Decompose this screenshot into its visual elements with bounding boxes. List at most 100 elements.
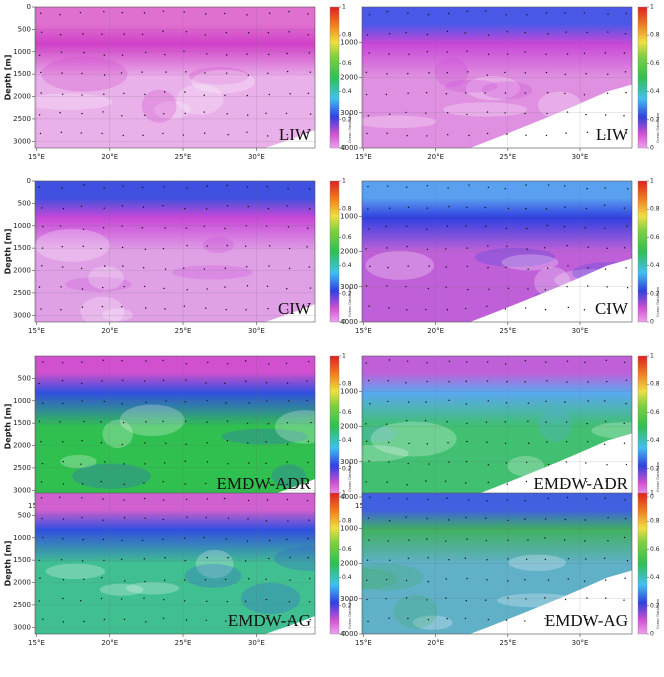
field-patch: [508, 554, 567, 571]
field-patch: [125, 582, 180, 595]
station-sample: [60, 286, 62, 288]
field-patch: [99, 583, 144, 596]
station-sample: [626, 188, 629, 190]
station-sample: [486, 132, 489, 135]
station-sample: [102, 519, 104, 521]
station-sample: [587, 381, 589, 383]
station-sample: [405, 597, 408, 599]
field-patch: [189, 67, 250, 85]
station-sample: [407, 72, 409, 75]
station-sample: [61, 72, 63, 74]
station-sample: [446, 225, 449, 227]
station-sample: [369, 403, 371, 405]
station-sample: [224, 94, 226, 96]
station-sample: [227, 463, 229, 465]
station-sample: [405, 186, 408, 188]
station-sample: [308, 52, 311, 54]
colorbar-tick-label: 1: [650, 490, 654, 497]
station-sample: [367, 379, 370, 382]
section-panel: 15°E 20°E 25°E 30°E 0 500 1000 1500 2000 2500 3000…: [4, 3, 353, 161]
x-tick-label: 25°E: [499, 153, 516, 161]
station-sample: [162, 617, 165, 619]
station-sample: [505, 462, 508, 464]
station-sample: [603, 204, 606, 206]
station-sample: [388, 207, 391, 209]
panel-label: EMDW-ADR: [217, 474, 312, 493]
field-patch: [271, 464, 306, 488]
station-sample: [486, 111, 489, 113]
station-sample: [547, 91, 549, 94]
station-sample: [223, 482, 226, 485]
station-sample: [564, 206, 566, 208]
station-sample: [307, 227, 309, 230]
station-sample: [586, 597, 588, 599]
station-sample: [585, 462, 587, 464]
station-sample: [121, 225, 123, 227]
station-sample: [485, 539, 488, 542]
station-sample: [307, 13, 309, 15]
field-patch: [102, 308, 133, 322]
station-sample: [385, 93, 388, 96]
station-sample: [407, 92, 409, 94]
section-panel: 15°E 20°E 25°E 30°E 0 500 1000 1500 2000 2500 3000…: [4, 177, 353, 335]
station-sample: [524, 112, 526, 115]
station-sample: [564, 401, 566, 403]
y-axis-label: Depth [m]: [4, 404, 13, 450]
station-sample: [145, 621, 147, 623]
seafloor-blank: [470, 433, 632, 497]
station-sample: [163, 579, 166, 582]
y-tick-label: 2000: [13, 267, 31, 275]
colorbar-tick-label: 0.2: [650, 602, 660, 609]
station-sample: [606, 464, 608, 466]
station-sample: [101, 576, 103, 579]
y-tick-label: 3000: [340, 458, 358, 466]
station-sample: [226, 440, 229, 442]
station-sample: [308, 601, 311, 603]
station-sample: [307, 482, 309, 485]
station-sample: [286, 498, 289, 501]
station-sample: [605, 597, 607, 599]
y-tick-label: 1000: [340, 212, 358, 220]
station-sample: [545, 134, 548, 137]
x-tick-label: 15°E: [28, 327, 45, 335]
station-sample: [268, 12, 271, 14]
station-sample: [504, 71, 506, 74]
station-sample: [205, 382, 207, 384]
station-sample: [386, 481, 388, 483]
station-sample: [245, 309, 247, 311]
station-sample: [144, 442, 146, 444]
station-sample: [163, 287, 165, 290]
station-sample: [83, 620, 85, 623]
station-sample: [426, 538, 428, 540]
station-sample: [623, 207, 626, 209]
station-sample: [164, 53, 166, 56]
station-sample: [564, 518, 567, 521]
station-sample: [465, 460, 468, 463]
station-sample: [623, 536, 626, 539]
colorbar-credit: Ocean Data View: [656, 599, 660, 629]
station-sample: [545, 482, 548, 485]
station-sample: [448, 381, 450, 383]
station-sample: [487, 266, 489, 269]
station-sample: [426, 248, 429, 251]
station-sample: [464, 307, 467, 310]
station-sample: [565, 441, 568, 443]
station-sample: [162, 379, 165, 382]
seafloor-blank: [265, 304, 315, 322]
station-sample: [121, 246, 124, 249]
station-sample: [405, 516, 407, 518]
station-sample: [564, 598, 567, 601]
station-sample: [428, 72, 430, 74]
y-tick-label: 1000: [340, 38, 358, 46]
station-sample: [306, 131, 309, 134]
station-sample: [604, 497, 606, 499]
y-tick-label: 1500: [13, 70, 31, 78]
colorbar: [637, 6, 648, 149]
field-patch: [172, 265, 253, 280]
station-sample: [545, 208, 548, 210]
station-sample: [42, 536, 44, 539]
station-sample: [468, 134, 470, 137]
station-sample: [427, 498, 429, 501]
station-sample: [59, 14, 61, 16]
station-sample: [445, 266, 447, 268]
